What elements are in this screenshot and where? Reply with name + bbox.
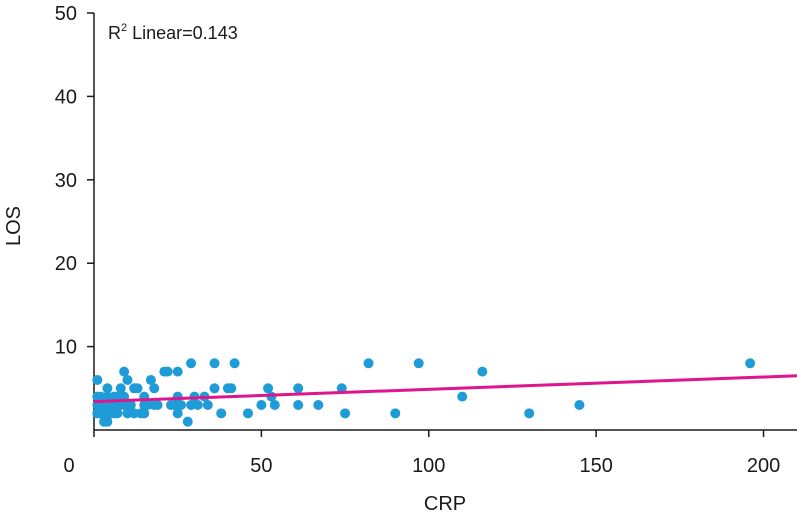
data-point	[226, 383, 237, 394]
r-squared-annotation: R2 Linear=0.143	[108, 22, 238, 43]
data-point	[574, 399, 585, 410]
data-point	[457, 391, 468, 402]
data-point	[102, 383, 113, 394]
data-point	[413, 358, 424, 369]
y-tick-label: 50	[55, 3, 77, 25]
fit-line	[93, 374, 797, 404]
data-point	[313, 399, 324, 410]
y-tick-label: 40	[55, 86, 77, 108]
fit-line-group	[93, 374, 797, 404]
data-point	[293, 383, 304, 394]
data-point	[263, 383, 274, 394]
data-point	[192, 399, 203, 410]
data-point	[336, 383, 347, 394]
y-tick-label: 10	[55, 337, 77, 359]
x-tick-label: 0	[63, 455, 74, 477]
data-point	[162, 366, 173, 377]
data-point	[202, 399, 213, 410]
data-point	[363, 358, 374, 369]
data-point	[125, 399, 136, 410]
data-point	[216, 408, 227, 419]
x-tick-label: 200	[747, 455, 780, 477]
y-tick-label: 20	[55, 253, 77, 275]
x-axis-label: CRP	[424, 493, 466, 515]
data-point	[139, 408, 150, 419]
data-points	[92, 358, 756, 427]
data-point	[209, 383, 220, 394]
data-point	[293, 399, 304, 410]
data-point	[176, 399, 187, 410]
data-point	[390, 408, 401, 419]
data-point	[182, 416, 193, 427]
axes	[93, 13, 797, 431]
data-point	[340, 408, 351, 419]
data-point	[152, 399, 163, 410]
data-point	[145, 374, 156, 385]
data-point	[186, 358, 197, 369]
data-point	[524, 408, 535, 419]
x-tick-label: 150	[579, 455, 612, 477]
data-point	[269, 399, 280, 410]
data-point	[132, 383, 143, 394]
data-point	[92, 374, 103, 385]
data-point	[115, 383, 126, 394]
data-point	[477, 366, 488, 377]
data-point	[102, 416, 113, 427]
x-tick-label: 100	[412, 455, 445, 477]
data-point	[172, 408, 183, 419]
x-tick-label: 50	[250, 455, 272, 477]
data-point	[256, 399, 267, 410]
data-point	[122, 374, 133, 385]
data-point	[242, 408, 253, 419]
y-tick-label: 30	[55, 170, 77, 192]
y-axis-label: LOS	[3, 206, 25, 246]
data-point	[149, 383, 160, 394]
data-point	[172, 366, 183, 377]
data-point	[209, 358, 220, 369]
data-point	[745, 358, 756, 369]
ticks: 10 20 30 40 50 0 50 100 150 200	[55, 3, 780, 477]
data-point	[112, 408, 123, 419]
data-point	[119, 366, 130, 377]
data-point	[229, 358, 240, 369]
